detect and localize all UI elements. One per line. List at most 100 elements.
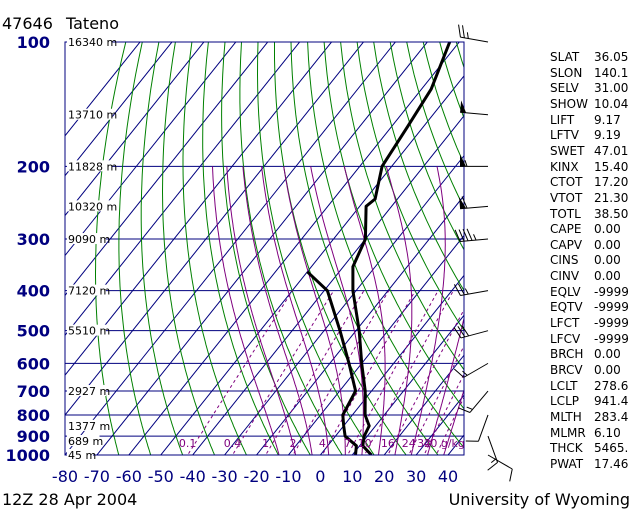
temperature-profile — [351, 42, 452, 455]
index-label: MLTH — [550, 409, 582, 424]
mixing-ratio-line — [387, 308, 464, 455]
temperature-tick-label: -30 — [212, 467, 238, 486]
wind-barb-halfflag — [462, 370, 468, 376]
wind-barb — [459, 196, 489, 210]
wind-barb-staff — [460, 111, 489, 116]
mixing-ratio-label: 4 — [319, 437, 326, 450]
index-value: 36.05 — [594, 50, 629, 64]
dry-adiabat — [373, 42, 464, 292]
moist-adiabat — [261, 166, 330, 455]
temperature-tick-label: -50 — [148, 467, 174, 486]
wind-barb-staff — [477, 414, 489, 442]
index-value: 5465. — [594, 441, 629, 456]
wind-barb-flag — [458, 24, 461, 38]
isotherm-line — [383, 354, 464, 455]
wind-barb-staff — [460, 36, 489, 43]
credit-text: University of Wyoming — [448, 490, 630, 509]
index-value: 31.00 — [594, 81, 629, 96]
height-label: 7120 m — [68, 285, 110, 298]
index-label: LIFT — [550, 112, 575, 127]
index-label: THCK — [550, 441, 583, 456]
wind-barb-halfflag — [464, 160, 468, 167]
index-value: -9999 — [594, 300, 629, 315]
isotherm-line — [351, 314, 464, 455]
wind-barb — [458, 390, 489, 413]
wind-barb-halfflag — [466, 32, 469, 39]
index-label: CAPV — [550, 237, 583, 252]
station-name: Tateno — [66, 14, 119, 33]
index-label: CINS — [550, 253, 579, 268]
mixing-ratio-label: 40 g/kg — [423, 437, 465, 450]
mixing-ratio-label: 1 — [262, 437, 269, 450]
index-label: CTOT — [550, 175, 583, 190]
height-label: 689 m — [68, 435, 103, 448]
height-label-bg — [67, 108, 113, 120]
index-value: 140.1 — [594, 65, 629, 80]
isotherm-line — [65, 42, 333, 377]
wind-barb-staff — [463, 362, 489, 378]
index-label: EQTV — [550, 300, 583, 315]
index-label: BRCV — [550, 363, 583, 377]
plot-border — [64, 41, 465, 456]
height-label-bg — [67, 36, 113, 47]
mixing-ratio-label: 24 — [402, 437, 416, 450]
temperature-tick-label: 10 — [342, 467, 362, 486]
wind-barb-staff — [460, 330, 489, 339]
height-label-bg — [67, 200, 113, 212]
wind-barb — [454, 228, 489, 242]
index-label: MLMR — [550, 425, 586, 440]
wind-barb-staff — [460, 205, 489, 210]
index-label: TOTL — [550, 206, 581, 221]
index-label: LFTV — [550, 128, 579, 143]
moist-adiabat — [343, 166, 386, 455]
mixing-ratio-line — [187, 290, 294, 455]
mixing-ratio-label: 2 — [289, 437, 296, 450]
index-label: LCLT — [550, 378, 578, 393]
wind-barb-flag — [458, 229, 465, 242]
wind-barb-flag — [453, 327, 462, 339]
pressure-tick-label: 800 — [17, 406, 50, 425]
index-value: 17.20 — [594, 175, 629, 190]
index-label: SHOW — [550, 96, 588, 111]
height-label: 9090 m — [68, 233, 110, 246]
dry-adiabat — [256, 42, 375, 455]
index-label: SLAT — [550, 50, 580, 64]
temperature-tick-label: -60 — [116, 467, 142, 486]
temperature-tick-label: -80 — [52, 467, 78, 486]
mixing-ratio-line — [423, 373, 464, 455]
mixing-ratio-line — [408, 344, 464, 455]
wind-barb-flag — [466, 228, 473, 241]
pressure-tick-label: 500 — [17, 322, 50, 341]
pressure-tick-label: 200 — [17, 157, 50, 176]
index-value: 0.00 — [594, 347, 621, 362]
mixing-ratio-label: 10 — [358, 437, 372, 450]
pressure-tick-label: 700 — [17, 382, 50, 401]
wind-barb — [460, 154, 488, 167]
index-value: 941.4 — [594, 394, 629, 409]
height-label: 11828 m — [68, 160, 117, 173]
wind-barb-flag — [457, 283, 465, 296]
index-value: 17.46 — [594, 456, 629, 471]
wind-barb-flag — [457, 326, 466, 338]
wind-barb — [460, 100, 489, 116]
index-label: KINX — [550, 159, 579, 174]
height-label: 16340 m — [68, 36, 117, 49]
moist-adiabat — [410, 166, 446, 455]
isotherm-line — [65, 42, 141, 137]
isotherm-line — [65, 42, 173, 177]
index-value: 6.10 — [594, 425, 621, 440]
moist-adiabat — [426, 316, 464, 455]
temperature-tick-label: 0 — [315, 467, 325, 486]
height-label-bg — [67, 160, 113, 172]
index-label: PWAT — [550, 456, 584, 471]
wind-barb-staff — [460, 238, 489, 242]
dry-adiabat — [340, 42, 464, 371]
wind-barb-staff — [460, 290, 489, 297]
wind-barb-flag — [458, 407, 471, 413]
isotherm-line — [223, 154, 464, 455]
pressure-tick-label: 400 — [17, 282, 50, 301]
index-value: 9.17 — [594, 112, 621, 127]
dewpoint-profile — [306, 270, 358, 455]
pressure-tick-label: 300 — [17, 230, 50, 249]
